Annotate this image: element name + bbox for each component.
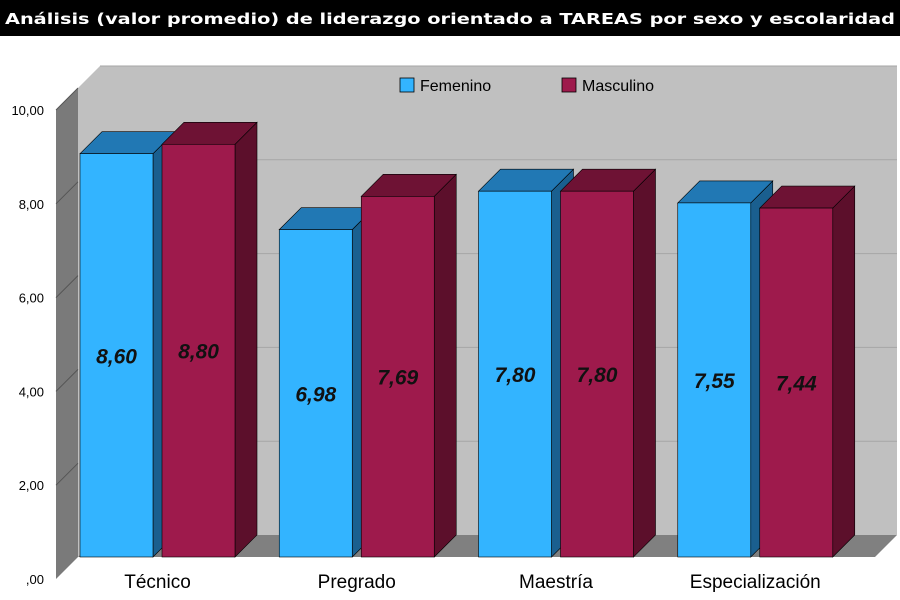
gridline-side [55, 87, 79, 111]
data-label: 7,55 [694, 370, 735, 393]
bar-masculino-1: 7,69 [360, 173, 457, 558]
x-tick-label: Técnico [124, 572, 191, 593]
bar-masculino-3: 7,44 [759, 185, 856, 558]
bar-side [832, 185, 856, 558]
bar-side [234, 121, 258, 558]
bar-front [759, 207, 834, 558]
y-tick-label: 4,00 [19, 384, 44, 399]
data-label: 7,44 [776, 373, 817, 396]
x-tick-label: Pregrado [318, 572, 396, 593]
data-label: 7,80 [577, 364, 618, 387]
x-axis: Técnico Pregrado Maestría Especialización [124, 572, 821, 593]
bar-front [79, 153, 154, 558]
data-label: 7,69 [377, 367, 418, 390]
bar-femenino-2: 7,80 [477, 168, 575, 558]
chart-legend: Femenino Masculino [399, 77, 654, 95]
bar-front [161, 143, 236, 558]
y-tick-label: 10,00 [11, 103, 44, 118]
bar-side [633, 168, 656, 558]
bar-front [560, 190, 634, 558]
y-tick-label: 6,00 [19, 291, 44, 306]
y-tick-label: ,00 [26, 572, 44, 587]
bar-femenino-1: 6,98 [278, 206, 375, 558]
bar-femenino-3: 7,55 [677, 180, 774, 558]
legend-swatch [399, 77, 415, 93]
legend-swatch [561, 77, 577, 93]
bar-masculino-0: 8,80 [161, 121, 258, 558]
data-label: 7,80 [495, 364, 536, 387]
legend-label: Masculino [582, 78, 654, 95]
bar-side [433, 173, 457, 558]
y-axis: ,00 2,00 4,00 6,00 8,00 10,00 [11, 103, 44, 587]
data-label: 8,60 [96, 345, 137, 368]
gridline-side [55, 462, 79, 486]
gridline-side [55, 275, 79, 298]
bar-front [478, 190, 552, 558]
chart-bars: 8,60 8,80 6,98 7,69 7,80 7,80 7,55 7,44 [79, 121, 856, 558]
gridline-side [55, 181, 79, 205]
data-label: 6,98 [295, 383, 336, 406]
chart-title: Análisis (valor promedio) de liderazgo o… [5, 10, 895, 28]
gridline-side [55, 369, 79, 392]
y-tick-label: 2,00 [19, 478, 44, 493]
y-tick-label: 8,00 [19, 197, 44, 212]
side-wall [56, 88, 78, 579]
bar-front [278, 229, 353, 558]
legend-label: Femenino [420, 78, 491, 95]
bar-masculino-2: 7,80 [559, 168, 657, 558]
data-label: 8,80 [178, 341, 219, 364]
bar-front [677, 202, 752, 558]
x-tick-label: Maestría [519, 572, 593, 593]
bar-front [360, 196, 435, 558]
x-tick-label: Especialización [690, 572, 821, 593]
bar-femenino-0: 8,60 [79, 130, 176, 558]
chart-title-bar: Análisis (valor promedio) de liderazgo o… [0, 0, 900, 36]
chart-title-background [0, 0, 900, 36]
